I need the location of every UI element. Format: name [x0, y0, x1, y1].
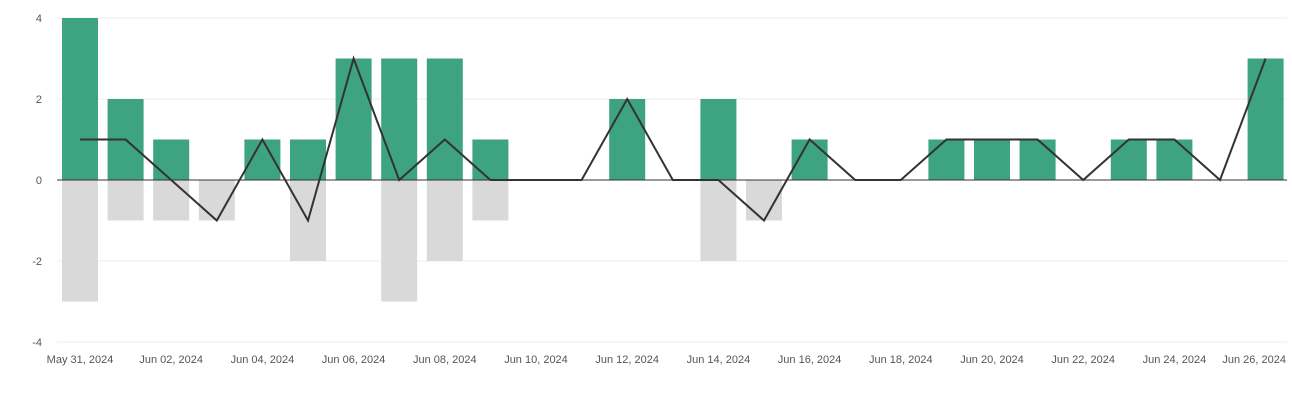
positive-bar	[290, 139, 326, 180]
positive-bar	[381, 58, 418, 180]
positive-bar	[974, 139, 1010, 180]
positive-bar	[426, 58, 463, 180]
x-tick-label: Jun 02, 2024	[139, 354, 203, 366]
positive-bar	[1247, 58, 1284, 180]
x-tick-label: Jun 10, 2024	[504, 354, 568, 366]
negative-bar	[426, 180, 463, 261]
positive-bar	[1156, 139, 1193, 180]
negative-bar	[381, 180, 418, 302]
negative-bar	[746, 180, 782, 221]
y-axis: 4 2 0 -2 -4	[32, 13, 42, 349]
x-tick-label: Jun 16, 2024	[778, 354, 842, 366]
positive-bar	[928, 139, 965, 180]
x-tick-label: Jun 04, 2024	[231, 354, 295, 366]
y-tick-label: -4	[32, 337, 42, 349]
positive-bar	[609, 99, 646, 180]
x-tick-label: May 31, 2024	[47, 354, 114, 366]
x-tick-label: Jun 18, 2024	[869, 354, 933, 366]
x-axis: May 31, 2024 Jun 02, 2024 Jun 04, 2024 Jun …	[47, 354, 1286, 366]
y-tick-label: 4	[36, 13, 42, 25]
y-tick-label: 0	[36, 175, 42, 187]
positive-bar	[700, 99, 737, 180]
x-tick-label: Jun 26, 2024	[1222, 354, 1286, 366]
y-tick-label: 2	[36, 94, 42, 106]
positive-bar	[1019, 139, 1056, 180]
x-tick-label: Jun 22, 2024	[1051, 354, 1115, 366]
positive-bar	[472, 139, 509, 180]
negative-bar	[107, 180, 144, 221]
x-tick-label: Jun 24, 2024	[1143, 354, 1207, 366]
positive-bar	[791, 139, 828, 180]
negative-bar	[700, 180, 737, 261]
positive-bar	[1110, 139, 1147, 180]
positive-bar	[153, 139, 190, 180]
x-tick-label: Jun 06, 2024	[322, 354, 386, 366]
line-series	[79, 55, 1267, 224]
positive-bar	[335, 58, 372, 180]
negative-bar	[153, 180, 190, 221]
y-tick-label: -2	[32, 256, 42, 268]
x-tick-label: Jun 08, 2024	[413, 354, 477, 366]
positive-bar	[62, 18, 98, 180]
grid-lines	[57, 17, 1287, 343]
x-tick-label: Jun 14, 2024	[687, 354, 751, 366]
negative-bar	[472, 180, 509, 221]
negative-bar	[198, 180, 235, 221]
bars	[62, 18, 1284, 302]
negative-bar	[62, 180, 98, 302]
positive-bar	[244, 139, 281, 180]
x-tick-label: Jun 20, 2024	[960, 354, 1024, 366]
x-tick-label: Jun 12, 2024	[595, 354, 659, 366]
